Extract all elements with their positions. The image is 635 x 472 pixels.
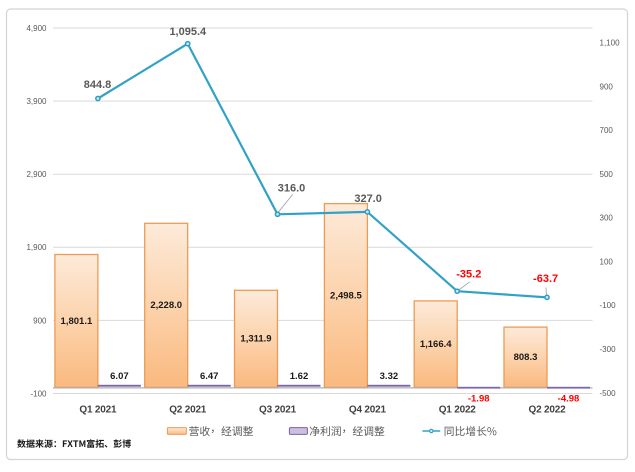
svg-text:900: 900 — [33, 316, 47, 325]
svg-text:1,311.9: 1,311.9 — [240, 334, 271, 345]
svg-text:Q2 2021: Q2 2021 — [169, 404, 207, 415]
svg-text:316.0: 316.0 — [278, 182, 306, 194]
svg-text:100: 100 — [600, 258, 614, 267]
svg-text:844.8: 844.8 — [84, 79, 112, 91]
svg-text:-100: -100 — [30, 389, 47, 398]
svg-text:1,900: 1,900 — [26, 243, 47, 252]
svg-text:2,228.0: 2,228.0 — [150, 300, 182, 311]
svg-text:900: 900 — [600, 82, 614, 91]
svg-text:2,498.5: 2,498.5 — [330, 290, 362, 301]
svg-text:-63.7: -63.7 — [533, 273, 558, 285]
svg-text:4,900: 4,900 — [26, 24, 47, 33]
svg-text:808.3: 808.3 — [514, 352, 538, 363]
svg-text:-300: -300 — [600, 345, 617, 354]
svg-text:327.0: 327.0 — [354, 193, 382, 205]
svg-text:1,801.1: 1,801.1 — [61, 316, 93, 327]
svg-text:6.47: 6.47 — [200, 371, 219, 382]
svg-text:Q3 2021: Q3 2021 — [259, 404, 297, 415]
svg-text:6.07: 6.07 — [110, 371, 129, 382]
svg-text:700: 700 — [600, 126, 614, 135]
svg-text:-1.98: -1.98 — [468, 394, 490, 405]
svg-text:-100: -100 — [600, 301, 617, 310]
svg-text:1.62: 1.62 — [290, 371, 309, 382]
svg-text:-500: -500 — [600, 389, 617, 398]
svg-text:-4.98: -4.98 — [558, 394, 580, 405]
svg-text:Q1 2022: Q1 2022 — [439, 404, 477, 415]
svg-text:Q1 2021: Q1 2021 — [79, 404, 117, 415]
svg-text:Q4 2021: Q4 2021 — [349, 404, 387, 415]
svg-text:1,100: 1,100 — [600, 39, 621, 48]
svg-text:3,900: 3,900 — [26, 97, 47, 106]
svg-text:Q2 2022: Q2 2022 — [529, 404, 567, 415]
svg-text:-35.2: -35.2 — [456, 269, 481, 281]
svg-text:3.32: 3.32 — [380, 371, 399, 382]
svg-text:2,900: 2,900 — [26, 170, 47, 179]
svg-text:500: 500 — [600, 170, 614, 179]
svg-text:300: 300 — [600, 214, 614, 223]
svg-text:1,166.4: 1,166.4 — [420, 339, 452, 350]
svg-text:1,095.4: 1,095.4 — [169, 26, 207, 38]
